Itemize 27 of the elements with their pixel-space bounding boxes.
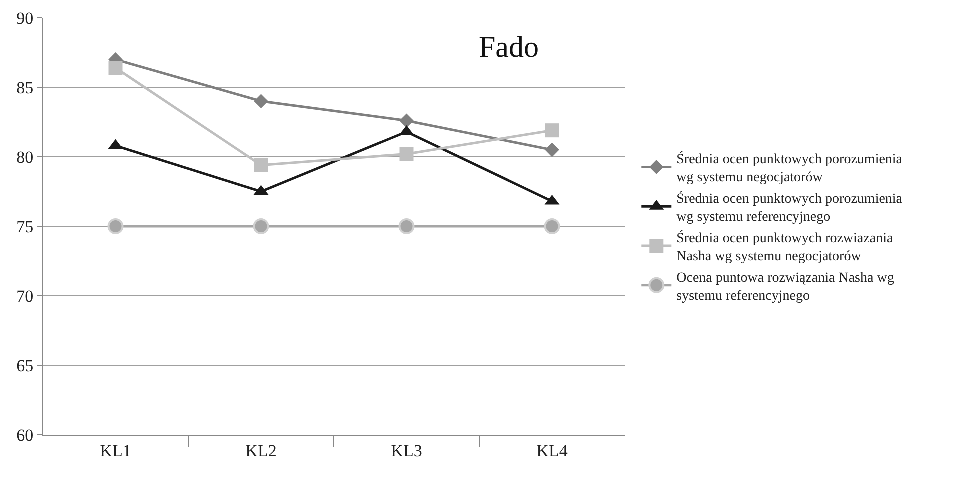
y-tick-label: 65	[16, 356, 34, 376]
legend-label: Średnia ocen punktowych porozumienia wg systemu negocjatorów	[676, 150, 904, 186]
point	[544, 218, 560, 234]
point	[108, 218, 124, 234]
point	[398, 218, 415, 234]
point	[545, 142, 560, 158]
y-tick-label: 85	[16, 78, 34, 98]
point	[545, 124, 560, 138]
y-tick-label: 60	[16, 426, 34, 445]
point	[400, 114, 414, 128]
y-tick-label: 75	[16, 217, 34, 236]
x-tick-label: KL1	[100, 441, 132, 460]
point	[400, 147, 414, 162]
point	[254, 94, 268, 109]
legend-label: Ocena puntowa rozwiązania Nasha wg systemu referencyjnego	[676, 270, 894, 304]
point	[253, 218, 270, 234]
x-tick-label: KL4	[536, 441, 568, 460]
x-tick-label: KL3	[391, 441, 422, 460]
legend-label: Średnia ocen punktowych rozwiazania Nasha wg systemu negocjatorów	[676, 229, 894, 265]
y-tick-label: 80	[16, 148, 34, 167]
point	[108, 61, 123, 76]
legend-label: Średnia ocen punktowych porozumienia wg systemu referencyjnego	[676, 190, 904, 226]
chart-title: Fado	[479, 31, 539, 64]
y-tick-label: 70	[16, 286, 34, 306]
x-tick-label: KL2	[246, 441, 277, 460]
point	[254, 158, 268, 172]
y-tick-label: 90	[16, 8, 34, 28]
